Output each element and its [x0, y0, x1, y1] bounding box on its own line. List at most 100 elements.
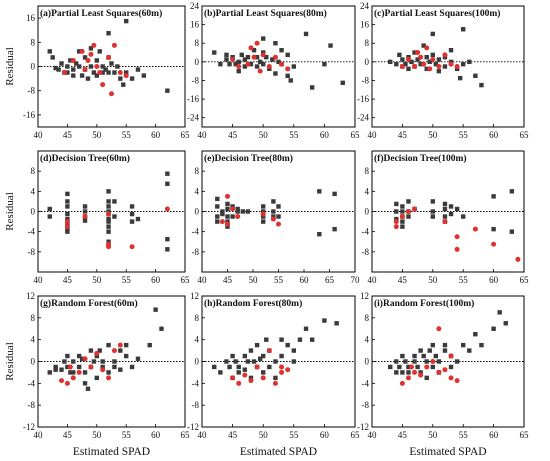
data-point-square — [225, 206, 230, 212]
x-tick-label: 60 — [320, 430, 330, 440]
data-point-square — [165, 247, 170, 252]
data-point-square — [273, 359, 278, 364]
data-point-square — [248, 61, 254, 67]
x-tick-label: 55 — [274, 275, 284, 285]
x-tick-label: 55 — [122, 430, 132, 440]
data-point-square — [106, 199, 111, 204]
data-point-square — [165, 237, 170, 242]
data-point-square — [47, 214, 52, 219]
y-tick-label: 12 — [360, 291, 369, 301]
x-tick-label: 55 — [289, 130, 299, 140]
data-point-square — [220, 209, 225, 214]
data-point-square — [406, 214, 411, 219]
data-point-square — [400, 219, 405, 224]
data-point-square — [394, 209, 399, 214]
data-point-square — [129, 76, 135, 81]
data-point-square — [288, 78, 293, 83]
data-point-square — [388, 364, 393, 370]
x-axis-label: Estimated SPAD — [73, 446, 150, 458]
data-point-square — [236, 370, 241, 375]
data-point-square — [129, 211, 135, 217]
data-point-square — [436, 359, 442, 364]
data-point-square — [230, 353, 235, 359]
data-point-square — [215, 204, 220, 209]
data-point-square — [291, 64, 296, 69]
y-tick-label: 8 — [365, 313, 370, 323]
y-tick-label: 8 — [195, 166, 200, 176]
data-point-square — [276, 59, 281, 65]
data-point-square — [218, 370, 223, 375]
data-point-circle — [106, 54, 112, 60]
data-point-circle — [248, 378, 254, 384]
x-tick-label: 55 — [459, 275, 469, 285]
data-point-square — [442, 214, 448, 219]
data-point-square — [106, 209, 111, 214]
y-tick-label: 16 — [360, 20, 370, 30]
data-point-square — [454, 206, 460, 212]
data-point-square — [100, 64, 105, 69]
data-point-square — [430, 199, 435, 204]
data-point-square — [97, 348, 102, 353]
x-tick-label: 60 — [489, 275, 499, 285]
y-tick-label: 4 — [31, 335, 36, 345]
data-point-circle — [70, 57, 76, 63]
data-point-square — [65, 229, 70, 234]
x-tick-label: 55 — [289, 430, 299, 440]
data-point-square — [340, 80, 345, 85]
data-point-square — [254, 342, 260, 348]
x-tick-label: 50 — [92, 430, 102, 440]
data-point-square — [239, 52, 244, 58]
data-point-circle — [285, 66, 291, 72]
data-point-square — [261, 214, 266, 219]
data-point-square — [479, 82, 484, 88]
x-tick-label: 65 — [520, 430, 530, 440]
y-tick-label: 4 — [365, 186, 370, 196]
x-tick-label: 45 — [228, 130, 238, 140]
data-point-square — [230, 214, 235, 219]
y-tick-label: 8 — [365, 38, 370, 48]
y-tick-label: -8 — [192, 75, 200, 85]
data-point-square — [436, 57, 442, 62]
data-point-square — [94, 73, 99, 78]
data-point-circle — [97, 70, 103, 76]
data-point-square — [509, 189, 515, 194]
data-point-square — [273, 375, 278, 381]
data-point-square — [303, 326, 309, 331]
data-point-circle — [82, 356, 88, 362]
data-point-circle — [230, 206, 236, 212]
data-point-circle — [393, 219, 399, 225]
panel-3: -24 -16 -8 0 8 16 24 40 45 50 55 60 65 (c)Partial Lea… — [357, 1, 529, 140]
data-point-square — [424, 54, 429, 60]
data-point-square — [118, 367, 123, 372]
x-tick-label: 60 — [489, 430, 499, 440]
data-point-circle — [424, 45, 430, 51]
x-tick-label: 45 — [398, 430, 408, 440]
y-tick-label: -8 — [362, 247, 370, 257]
data-point-circle — [230, 57, 236, 63]
data-point-circle — [430, 57, 436, 63]
data-point-square — [220, 211, 225, 217]
x-tick-label: 50 — [428, 430, 438, 440]
data-point-square — [421, 353, 426, 359]
data-point-circle — [100, 82, 106, 88]
y-tick-label: 8 — [31, 166, 36, 176]
y-tick-label: -4 — [192, 227, 200, 237]
data-point-circle — [266, 348, 272, 354]
y-tick-label: -8 — [28, 400, 36, 410]
y-axis-label: Residual — [4, 342, 16, 381]
x-tick-label: 40 — [34, 275, 44, 285]
x-tick-label: 50 — [259, 430, 269, 440]
data-point-square — [65, 353, 70, 359]
data-point-circle — [412, 369, 418, 375]
x-axis-label: Estimated SPAD — [240, 446, 317, 458]
data-point-circle — [436, 369, 442, 375]
data-point-square — [248, 348, 254, 353]
data-point-circle — [242, 372, 248, 378]
data-point-square — [421, 43, 426, 48]
data-point-circle — [79, 48, 85, 54]
data-point-square — [65, 204, 70, 209]
data-point-square — [427, 59, 432, 65]
data-point-square — [242, 367, 248, 372]
data-point-square — [153, 307, 158, 312]
data-point-square — [240, 209, 245, 214]
